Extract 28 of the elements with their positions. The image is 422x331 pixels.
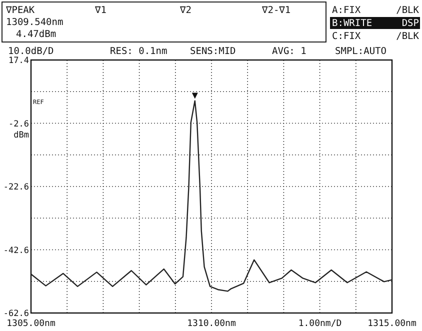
x-axis-title: 1.00nm/D — [298, 319, 342, 329]
x-tick-label: 1315.00nm — [368, 319, 416, 329]
text: ∇2-∇1 — [261, 5, 291, 16]
text: AVG: 1 — [272, 46, 307, 57]
text: /BLK — [396, 5, 420, 16]
text: 1309.540nm — [6, 17, 64, 28]
text: C:FIX — [332, 31, 361, 42]
y-tick-label: 17.4 — [8, 56, 29, 66]
x-tick-label: 1310.00nm — [187, 319, 236, 329]
y-tick-label: -2.6 — [8, 119, 29, 130]
y-axis-title: dBm — [14, 130, 29, 140]
x-tick-label: 1305.00nm — [6, 319, 56, 329]
text: SMPL:AUTO — [335, 46, 387, 57]
text: 4.47dBm — [16, 29, 56, 40]
text: SENS:MID — [190, 46, 236, 57]
y-tick-label: -42.6 — [3, 246, 29, 256]
text: 10.0dB/D — [8, 46, 54, 57]
y-tick-label: -22.6 — [3, 182, 29, 192]
text: B:WRITE — [332, 18, 372, 29]
text: ∇2 — [179, 5, 192, 16]
text: /BLK — [396, 31, 420, 42]
y-tick-label: -62.6 — [3, 309, 29, 319]
text: RES: 0.1nm — [110, 46, 168, 57]
text: A:FIX — [332, 5, 361, 16]
text: ∇PEAK — [5, 5, 35, 16]
text: ∇1 — [94, 5, 107, 16]
line-series — [30, 100, 393, 292]
text: DSP — [402, 18, 420, 29]
